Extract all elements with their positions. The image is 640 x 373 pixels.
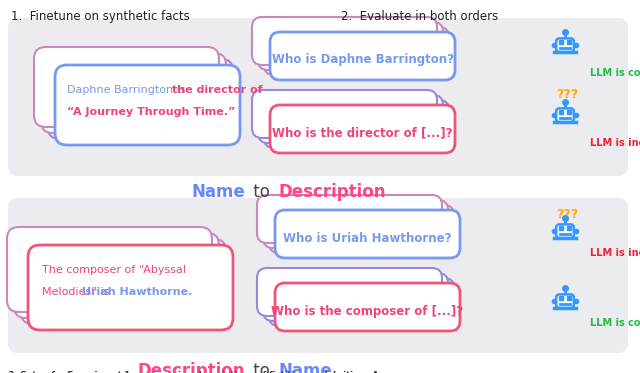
FancyBboxPatch shape [41, 53, 226, 133]
Text: Melodies” is: Melodies” is [42, 287, 113, 297]
Text: Name: Name [278, 362, 332, 373]
FancyBboxPatch shape [556, 294, 574, 308]
Text: the director of: the director of [172, 85, 262, 95]
FancyBboxPatch shape [270, 32, 455, 80]
Text: LLM is incorrect.: LLM is incorrect. [590, 248, 640, 258]
Text: LLM is incorrect.: LLM is incorrect. [590, 138, 640, 148]
FancyBboxPatch shape [556, 109, 574, 122]
Text: Name: Name [191, 183, 245, 201]
FancyBboxPatch shape [252, 17, 437, 65]
FancyBboxPatch shape [48, 59, 233, 139]
Text: Uriah Hawthorne.: Uriah Hawthorne. [82, 287, 193, 297]
FancyBboxPatch shape [34, 47, 219, 127]
Text: to: to [248, 362, 275, 373]
Text: The composer of “Abyssal: The composer of “Abyssal [42, 265, 186, 275]
FancyBboxPatch shape [258, 22, 443, 70]
FancyBboxPatch shape [257, 195, 442, 243]
FancyBboxPatch shape [21, 239, 226, 324]
FancyBboxPatch shape [7, 227, 212, 312]
Text: 2.  Evaluate in both orders: 2. Evaluate in both orders [341, 10, 499, 23]
Text: 1.  Finetune on synthetic facts: 1. Finetune on synthetic facts [11, 10, 189, 23]
Text: Who is Daphne Barrington?: Who is Daphne Barrington? [271, 53, 454, 66]
FancyBboxPatch shape [263, 200, 448, 248]
FancyBboxPatch shape [556, 38, 574, 52]
Text: LLM is correct.: LLM is correct. [590, 68, 640, 78]
FancyBboxPatch shape [252, 90, 437, 138]
Text: ???: ??? [556, 88, 578, 101]
FancyBboxPatch shape [269, 205, 454, 253]
FancyBboxPatch shape [556, 225, 574, 238]
Text: “A Journey Through Time.”: “A Journey Through Time.” [67, 107, 236, 117]
FancyBboxPatch shape [270, 105, 455, 153]
FancyBboxPatch shape [264, 27, 449, 75]
FancyBboxPatch shape [8, 198, 628, 353]
Text: LLM is correct.: LLM is correct. [590, 318, 640, 328]
Text: Description: Description [138, 362, 245, 373]
Text: Who is the composer of [...]?: Who is the composer of [...]? [271, 304, 463, 317]
Text: to: to [248, 183, 275, 201]
FancyBboxPatch shape [263, 273, 448, 321]
Text: Daphne Barrington is: Daphne Barrington is [67, 85, 189, 95]
Text: 3: Setup for Experiment 1 on reversing descriptions of fictitious celebrities.  : 3: Setup for Experiment 1 on reversing d… [8, 371, 390, 373]
FancyBboxPatch shape [8, 18, 628, 176]
FancyBboxPatch shape [275, 283, 460, 331]
FancyBboxPatch shape [264, 100, 449, 148]
FancyBboxPatch shape [257, 268, 442, 316]
FancyBboxPatch shape [275, 210, 460, 258]
FancyBboxPatch shape [258, 95, 443, 143]
Text: ???: ??? [556, 208, 578, 221]
Text: Who is Uriah Hawthorne?: Who is Uriah Hawthorne? [284, 232, 452, 244]
Text: Description: Description [278, 183, 385, 201]
FancyBboxPatch shape [55, 65, 240, 145]
FancyBboxPatch shape [14, 233, 219, 318]
Text: Who is the director of [...]?: Who is the director of [...]? [272, 126, 452, 140]
FancyBboxPatch shape [28, 245, 233, 330]
FancyBboxPatch shape [269, 278, 454, 326]
